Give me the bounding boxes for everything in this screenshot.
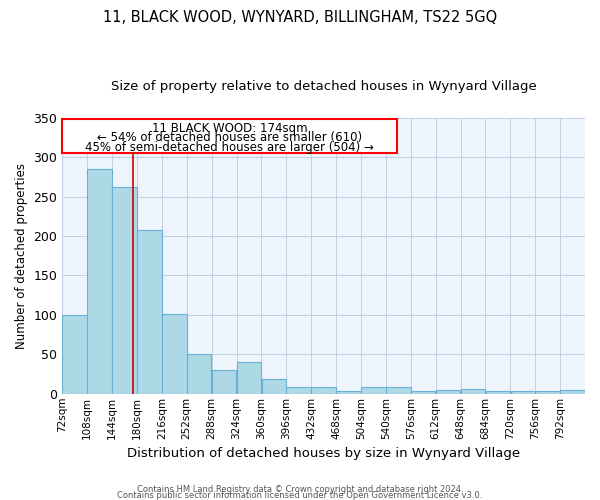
X-axis label: Distribution of detached houses by size in Wynyard Village: Distribution of detached houses by size … xyxy=(127,447,520,460)
Text: Contains HM Land Registry data © Crown copyright and database right 2024.: Contains HM Land Registry data © Crown c… xyxy=(137,484,463,494)
Text: 45% of semi-detached houses are larger (504) →: 45% of semi-detached houses are larger (… xyxy=(85,140,374,153)
Bar xyxy=(212,370,236,394)
Bar xyxy=(535,392,560,394)
Bar xyxy=(511,392,535,394)
Bar xyxy=(187,354,211,394)
Bar xyxy=(112,187,137,394)
Bar xyxy=(411,392,436,394)
Bar xyxy=(361,388,386,394)
Bar xyxy=(336,390,361,394)
Title: Size of property relative to detached houses in Wynyard Village: Size of property relative to detached ho… xyxy=(111,80,536,93)
FancyBboxPatch shape xyxy=(62,120,397,154)
Bar xyxy=(461,389,485,394)
Bar xyxy=(286,388,311,394)
Bar xyxy=(436,390,460,394)
Bar xyxy=(62,315,87,394)
Y-axis label: Number of detached properties: Number of detached properties xyxy=(15,163,28,349)
Bar xyxy=(237,362,261,394)
Text: ← 54% of detached houses are smaller (610): ← 54% of detached houses are smaller (61… xyxy=(97,131,362,144)
Text: Contains public sector information licensed under the Open Government Licence v3: Contains public sector information licen… xyxy=(118,490,482,500)
Bar xyxy=(386,388,410,394)
Bar xyxy=(88,169,112,394)
Text: 11 BLACK WOOD: 174sqm: 11 BLACK WOOD: 174sqm xyxy=(152,122,307,134)
Bar xyxy=(162,314,187,394)
Bar xyxy=(311,388,336,394)
Text: 11, BLACK WOOD, WYNYARD, BILLINGHAM, TS22 5GQ: 11, BLACK WOOD, WYNYARD, BILLINGHAM, TS2… xyxy=(103,10,497,25)
Bar xyxy=(485,392,510,394)
Bar xyxy=(560,390,585,394)
Bar xyxy=(262,379,286,394)
Bar xyxy=(137,230,161,394)
